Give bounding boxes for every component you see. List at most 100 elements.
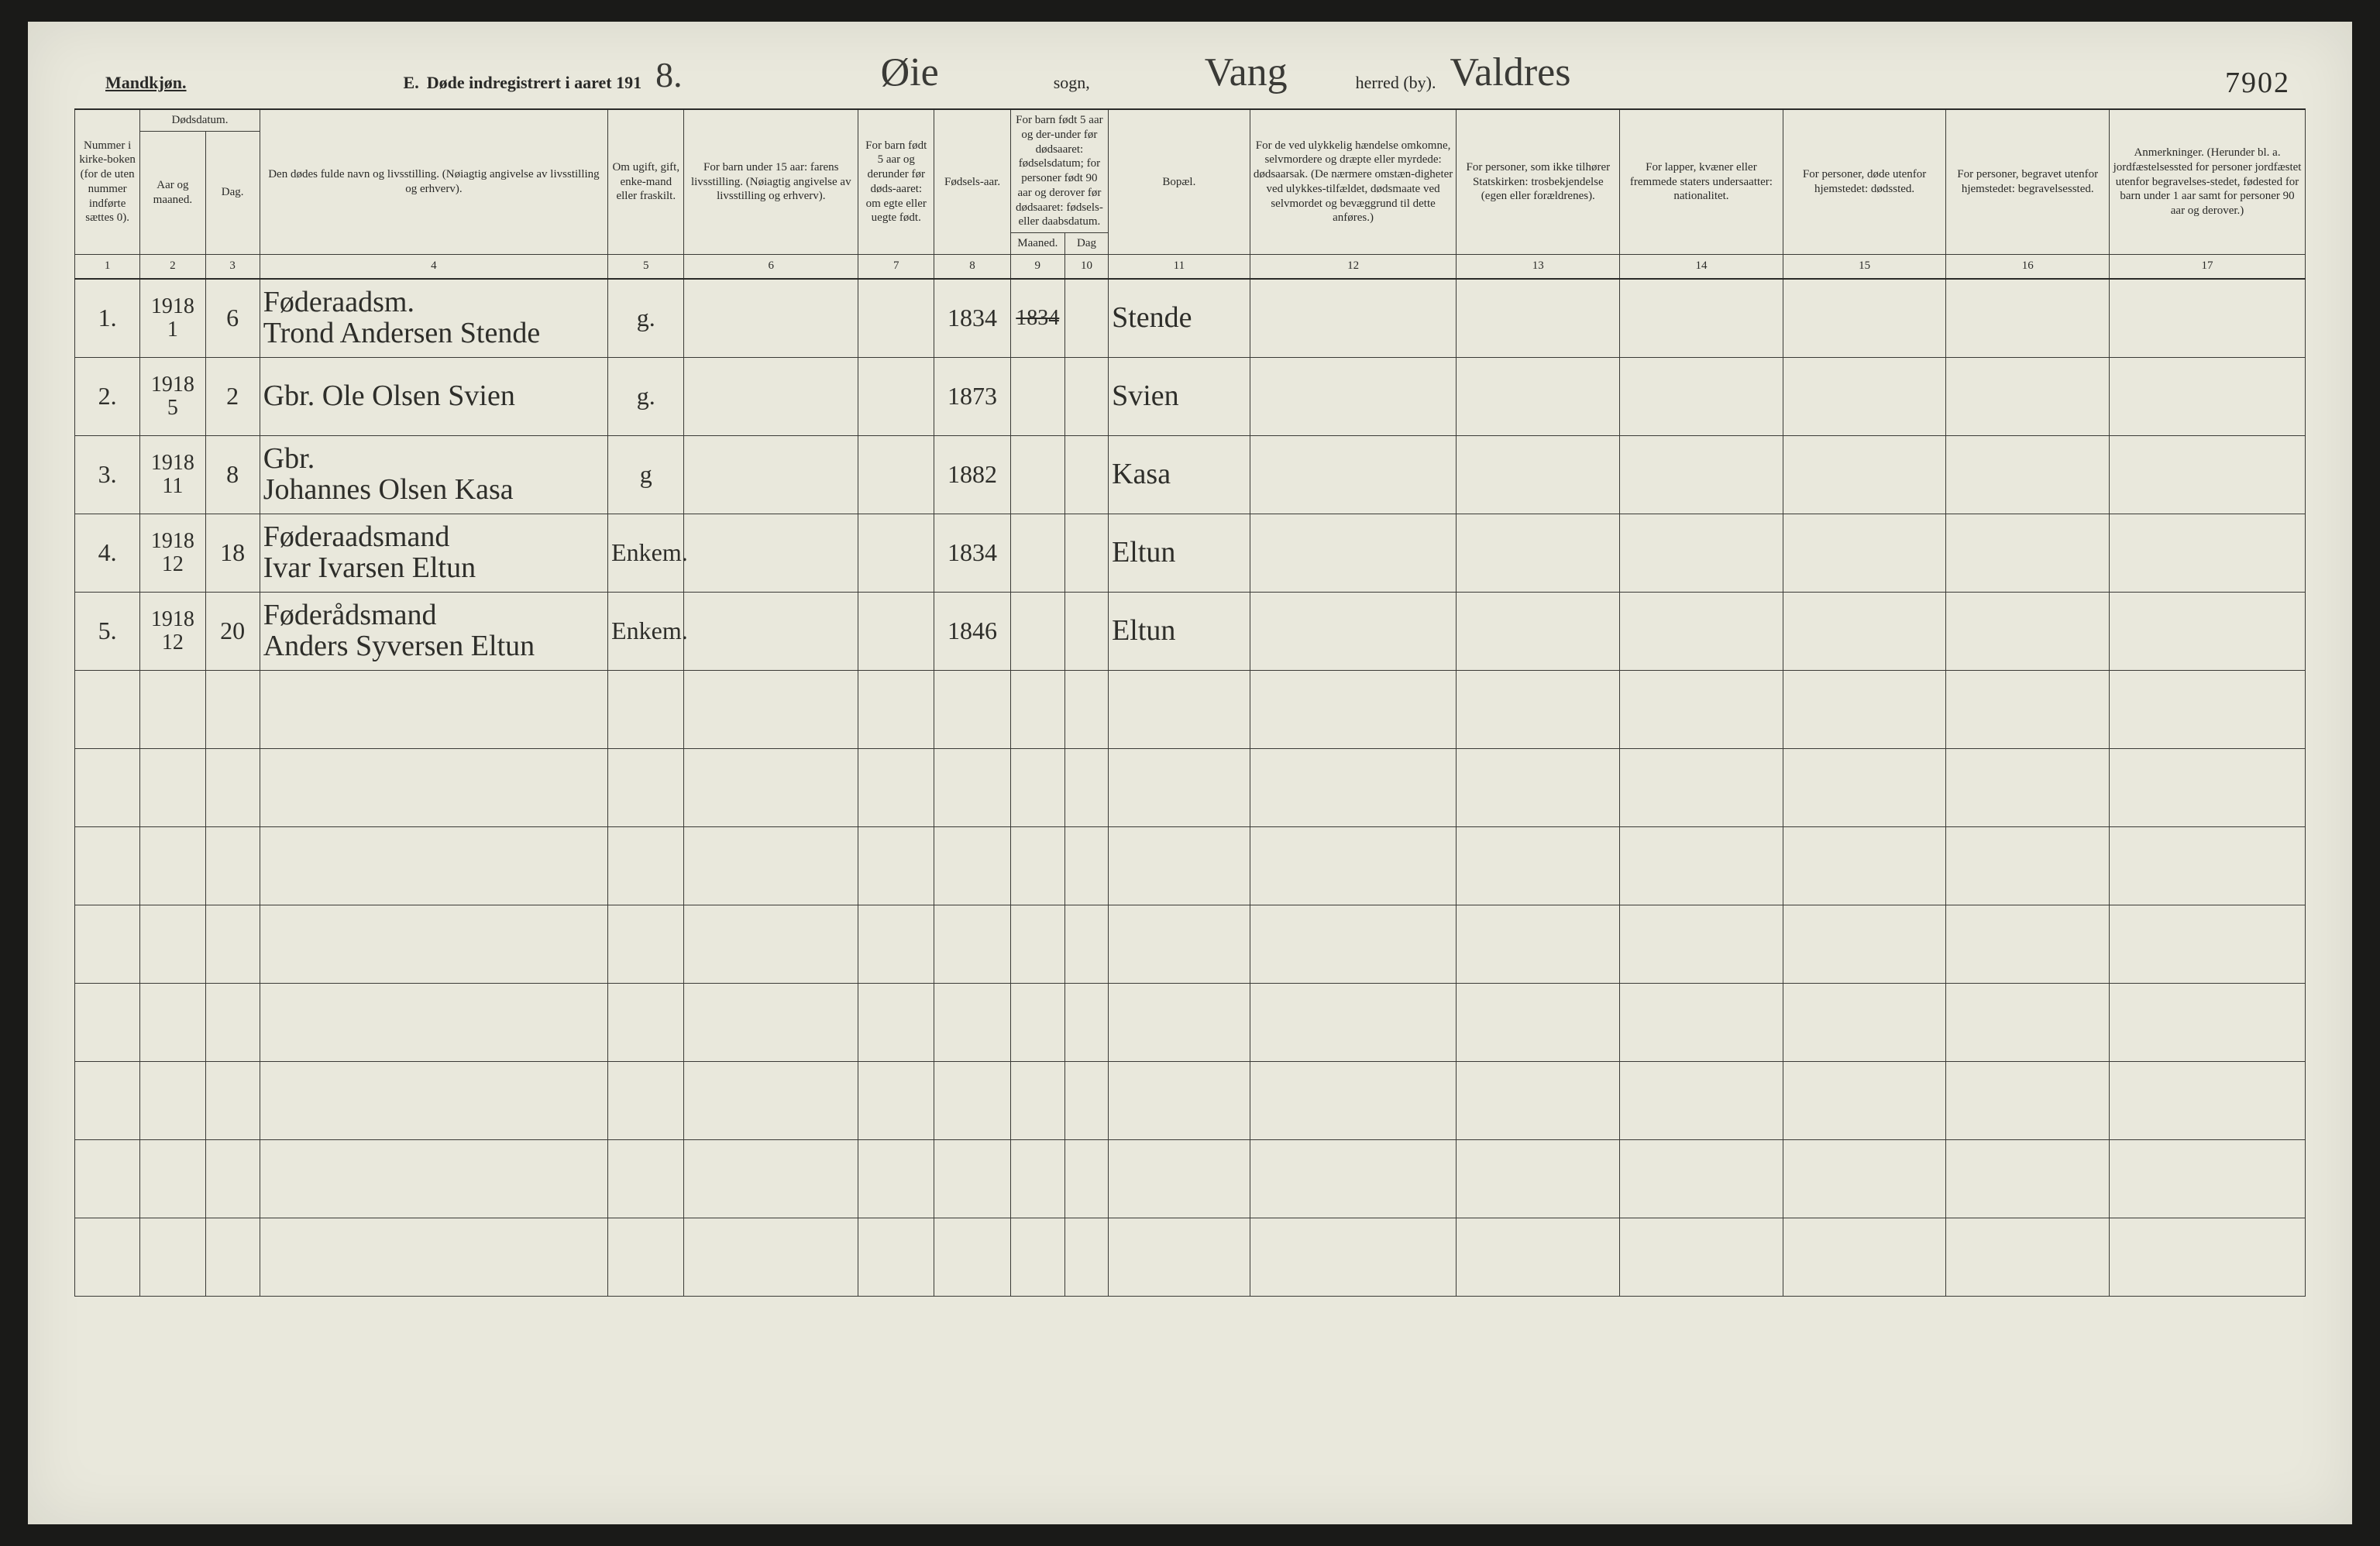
cell-c14 [1620,592,1783,670]
cell-empty [1010,1061,1064,1139]
colnum-7: 7 [858,254,934,279]
cell-empty [75,826,140,905]
herred-value: Vang [1199,53,1294,93]
cell-empty [608,1218,684,1296]
cell-status: Enkem. [608,514,684,592]
cell-empty [934,905,1010,983]
cell-empty [2110,748,2306,826]
cell-empty [1250,1218,1457,1296]
cell-c16 [1946,514,2110,592]
cell-empty [684,1061,858,1139]
cell-empty [1457,826,1620,905]
cell-empty [2110,670,2306,748]
cell-empty [1109,826,1250,905]
cell-empty [684,1218,858,1296]
cell-empty [260,905,607,983]
cell-empty [2110,983,2306,1061]
cell-empty [260,1218,607,1296]
table-row: 5.19181220FøderådsmandAnders Syversen El… [75,592,2306,670]
cell-empty [140,670,205,748]
cell-empty [1250,1139,1457,1218]
cell-empty [140,826,205,905]
cell-c12 [1250,357,1457,435]
col-9-10-header: For barn født 5 aar og der-under før død… [1010,109,1108,233]
cell-empty [608,748,684,826]
register-table: Nummer i kirke-boken (for de uten nummer… [74,108,2306,1297]
cell-empty [1010,1139,1064,1218]
cell-empty [1250,826,1457,905]
cell-fodselsaar: 1846 [934,592,1010,670]
cell-c6 [684,592,858,670]
col-12-header: For de ved ulykkelig hændelse omkomne, s… [1250,109,1457,254]
cell-c15 [1783,279,1946,358]
cell-empty [1457,983,1620,1061]
table-row: 2.191852Gbr. Ole Olsen Svieng.1873Svien [75,357,2306,435]
cell-empty [1109,1139,1250,1218]
table-head: Nummer i kirke-boken (for de uten nummer… [75,109,2306,279]
region-value: Valdres [1444,53,1577,93]
cell-c9 [1010,435,1064,514]
cell-empty [75,1139,140,1218]
cell-dag: 20 [205,592,260,670]
cell-c16 [1946,435,2110,514]
col-aar-header: Aar og maaned. [140,131,205,254]
cell-name: FøderaadsmandIvar Ivarsen Eltun [260,514,607,592]
table-row [75,670,2306,748]
cell-empty [75,1061,140,1139]
col-10-sub: Dag [1064,233,1108,255]
colnum-12: 12 [1250,254,1457,279]
cell-empty [934,1139,1010,1218]
cell-c10 [1064,357,1108,435]
cell-bopael: Eltun [1109,592,1250,670]
cell-c17 [2110,514,2306,592]
cell-empty [684,826,858,905]
cell-c7 [858,514,934,592]
cell-empty [1946,983,2110,1061]
cell-c7 [858,279,934,358]
cell-empty [260,1061,607,1139]
cell-empty [260,748,607,826]
cell-dag: 18 [205,514,260,592]
cell-c15 [1783,357,1946,435]
sogn-label: sogn, [1054,73,1090,93]
cell-c10 [1064,514,1108,592]
cell-num: 3. [75,435,140,514]
cell-empty [858,1139,934,1218]
year-suffix: 8. [649,57,689,93]
cell-aar: 191812 [140,592,205,670]
cell-c12 [1250,592,1457,670]
table-row: 1.191816Føderaadsm.Trond Andersen Stende… [75,279,2306,358]
form-letter: E. [404,73,419,93]
cell-c6 [684,279,858,358]
cell-c14 [1620,435,1783,514]
cell-c17 [2110,279,2306,358]
cell-bopael: Stende [1109,279,1250,358]
cell-aar: 19185 [140,357,205,435]
form-title: Døde indregistrert i aaret 191 [427,73,641,93]
cell-c12 [1250,514,1457,592]
col-5-header: Om ugift, gift, enke-mand eller fraskilt… [608,109,684,254]
cell-c15 [1783,592,1946,670]
cell-empty [608,983,684,1061]
cell-empty [1946,1218,2110,1296]
colnum-6: 6 [684,254,858,279]
cell-c7 [858,592,934,670]
table-row [75,1218,2306,1296]
cell-empty [75,983,140,1061]
cell-empty [1457,1139,1620,1218]
cell-c13 [1457,592,1620,670]
cell-empty [1620,983,1783,1061]
cell-fodselsaar: 1873 [934,357,1010,435]
cell-bopael: Kasa [1109,435,1250,514]
table-body: 1.191816Føderaadsm.Trond Andersen Stende… [75,279,2306,1297]
cell-empty [684,905,858,983]
cell-aar: 191812 [140,514,205,592]
cell-empty [1783,826,1946,905]
colnum-3: 3 [205,254,260,279]
colnum-14: 14 [1620,254,1783,279]
cell-aar: 19181 [140,279,205,358]
cell-empty [934,670,1010,748]
cell-empty [75,670,140,748]
cell-c6 [684,435,858,514]
register-page: 7902 Mandkjøn. E. Døde indregistrert i a… [28,22,2352,1524]
